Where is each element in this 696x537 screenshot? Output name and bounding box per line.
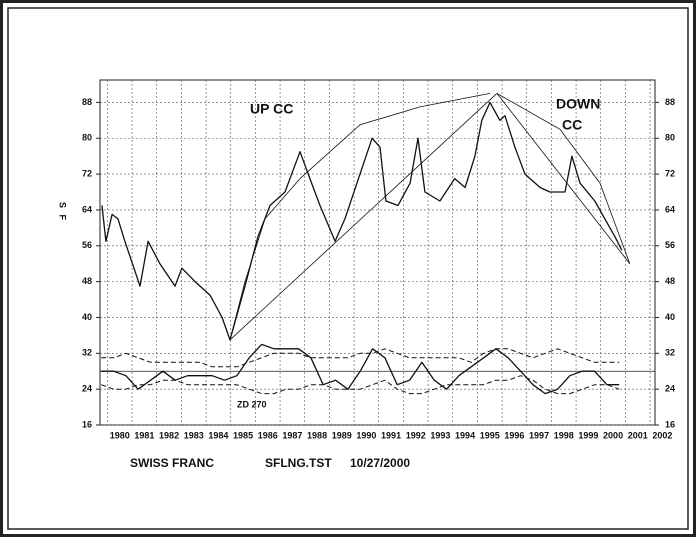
series-line [101,101,623,341]
x-tick-label: 1989 [332,430,352,440]
footer-text: SWISS FRANC [130,456,214,470]
y2-tick-label: 16 [665,419,675,429]
x-tick-label: 1999 [578,430,598,440]
y2-tick-label: 48 [665,276,675,286]
x-tick-label: 1990 [356,430,376,440]
x-tick-label: 1993 [430,430,450,440]
annotation: UP CC [250,101,293,117]
y-tick-label: 32 [82,348,92,358]
y-tick-label: 80 [82,133,92,143]
x-tick-label: 1992 [406,430,426,440]
x-tick-label: 2001 [628,430,648,440]
y-tick-label: 56 [82,240,92,250]
y2-tick-label: 32 [665,348,675,358]
x-tick-label: 1991 [381,430,401,440]
y2-tick-label: 40 [665,312,675,322]
y-tick-label: 72 [82,168,92,178]
x-tick-label: 1986 [258,430,278,440]
y2-tick-label: 80 [665,133,675,143]
x-tick-label: 1988 [307,430,327,440]
x-tick-label: 1997 [529,430,549,440]
annotation: CC [562,117,582,133]
footer-text: 10/27/2000 [350,456,410,470]
x-tick-label: 1994 [455,430,475,440]
x-tick-label: 1983 [184,430,204,440]
x-tick-label: 1987 [282,430,302,440]
y-tick-label: 88 [82,97,92,107]
y-tick-label: 24 [82,384,92,394]
annotation: ZD 270 [237,399,267,409]
series-line [496,93,631,264]
y2-tick-label: 88 [665,97,675,107]
y2-tick-label: 56 [665,240,675,250]
x-tick-label: 1996 [504,430,524,440]
y2-tick-label: 24 [665,384,675,394]
y-tick-label: 48 [82,276,92,286]
x-tick-label: 1984 [208,430,228,440]
y2-tick-label: 72 [665,168,675,178]
y-tick-label: 16 [82,419,92,429]
x-tick-label: 1980 [110,430,130,440]
series-line [229,93,498,341]
inner-frame [7,7,689,530]
x-tick-label: 1982 [159,430,179,440]
series-line [101,348,620,368]
y2-tick-label: 64 [665,204,675,214]
series-line [101,343,620,395]
x-tick-label: 2002 [652,430,672,440]
x-tick-label: 1985 [233,430,253,440]
y-axis-label: S F [58,202,68,222]
x-tick-label: 1995 [480,430,500,440]
x-tick-label: 1981 [134,430,154,440]
series-line [101,375,620,395]
annotation: DOWN [556,96,600,112]
footer-text: SFLNG.TST [265,456,332,470]
y-tick-label: 64 [82,204,92,214]
x-tick-label: 2000 [603,430,623,440]
y-tick-label: 40 [82,312,92,322]
series-line [229,93,491,340]
x-tick-label: 1998 [554,430,574,440]
series-line [496,93,631,264]
